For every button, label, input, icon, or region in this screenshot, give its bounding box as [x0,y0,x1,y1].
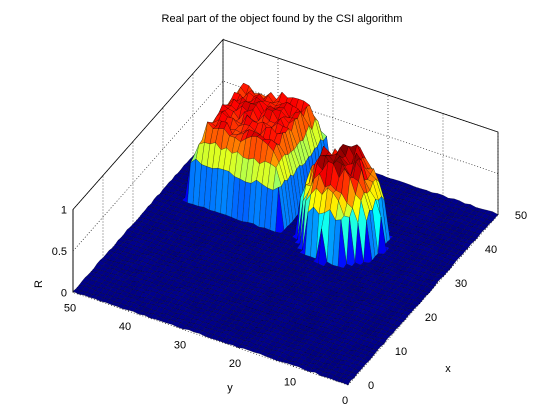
y-tick-label: 30 [174,340,186,352]
x-tick-label: 10 [395,346,407,358]
x-tick-label: 20 [425,312,437,324]
axis-ticks: 0 10 20 30 40 50 0 10 20 30 40 50 0 0.5 1 [52,205,527,408]
x-axis-label: x [445,363,451,375]
y-tick-label: 20 [229,358,241,370]
y-tick-label: 10 [284,377,296,389]
x-tick-label: 40 [485,244,497,256]
y-axis-label: y [227,382,233,394]
surface-mesh [72,82,499,386]
z-axis-label: R [33,280,45,288]
chart-title: Real part of the object found by the CSI… [162,13,403,25]
y-tick-label: 50 [64,303,76,315]
y-tick-label: 0 [342,395,348,407]
surface-cell [342,378,352,386]
z-tick-label: 0.5 [52,246,67,258]
x-tick-label: 0 [368,380,374,392]
x-tick-label: 50 [515,210,527,222]
z-tick-label: 1 [61,205,67,217]
z-tick-label: 0 [61,288,67,300]
y-tick-label: 40 [119,321,131,333]
x-tick-label: 30 [455,278,467,290]
